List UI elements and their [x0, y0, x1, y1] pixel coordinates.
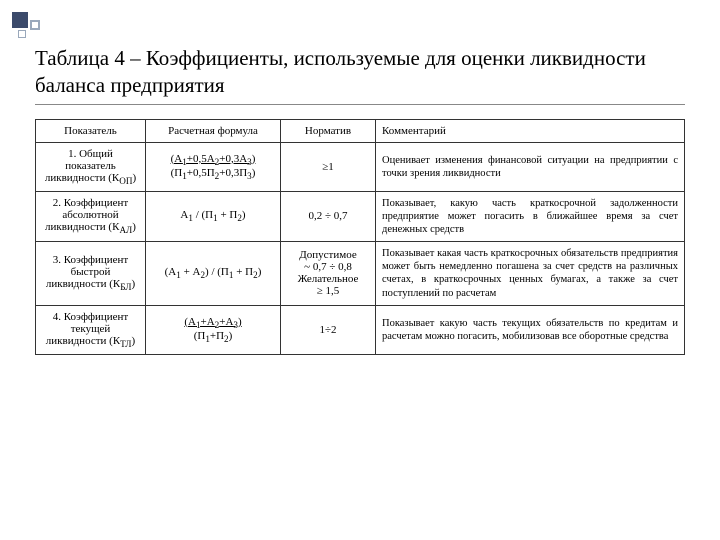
cell-comment: Показывает какая часть краткосрочных обя…	[376, 242, 685, 306]
header-formula: Расчетная формула	[146, 119, 281, 142]
table-row: 3. Коэффициент быстрой ликвидности (КБЛ)…	[36, 242, 685, 306]
cell-indicator: 4. Коэффициент текущей ликвидности (КТЛ)	[36, 305, 146, 354]
cell-indicator: 3. Коэффициент быстрой ликвидности (КБЛ)	[36, 242, 146, 306]
header-comment: Комментарий	[376, 119, 685, 142]
table-row: 2. Коэффициент абсолютной ликвидности (К…	[36, 191, 685, 241]
cell-formula: (А1+А2+А3)(П1+П2)	[146, 305, 281, 354]
header-indicator: Показатель	[36, 119, 146, 142]
cell-indicator: 1. Общий показатель ликвидности (КОП)	[36, 142, 146, 191]
table-row: 4. Коэффициент текущей ликвидности (КТЛ)…	[36, 305, 685, 354]
page-title: Таблица 4 – Коэффициенты, используемые д…	[35, 45, 685, 105]
cell-formula: (А1 + А2) / (П1 + П2)	[146, 242, 281, 306]
cell-norm: 0,2 ÷ 0,7	[281, 191, 376, 241]
header-norm: Норматив	[281, 119, 376, 142]
cell-norm: 1÷2	[281, 305, 376, 354]
cell-comment: Показывает, какую часть краткосрочной за…	[376, 191, 685, 241]
cell-formula: А1 / (П1 + П2)	[146, 191, 281, 241]
cell-norm: Допустимое~ 0,7 ÷ 0,8Желательное≥ 1,5	[281, 242, 376, 306]
liquidity-coefficients-table: Показатель Расчетная формула Норматив Ко…	[35, 119, 685, 355]
cell-formula: (А1+0,5А2+0,3А3)(П1+0,5П2+0,3П3)	[146, 142, 281, 191]
cell-comment: Оценивает изменения финансовой ситуации …	[376, 142, 685, 191]
table-row: 1. Общий показатель ликвидности (КОП)(А1…	[36, 142, 685, 191]
cell-indicator: 2. Коэффициент абсолютной ликвидности (К…	[36, 191, 146, 241]
cell-norm: ≥1	[281, 142, 376, 191]
table-header-row: Показатель Расчетная формула Норматив Ко…	[36, 119, 685, 142]
cell-comment: Показывает какую часть текущих обязатель…	[376, 305, 685, 354]
